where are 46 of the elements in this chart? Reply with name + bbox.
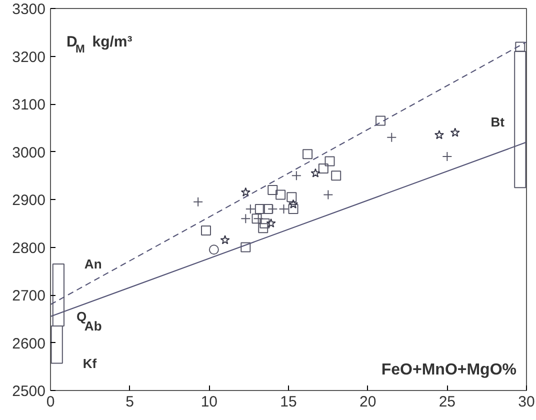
point xyxy=(450,128,460,137)
x-tick-label: 5 xyxy=(126,394,134,410)
x-tick-label: 30 xyxy=(518,394,535,410)
point xyxy=(262,204,273,214)
point xyxy=(302,149,313,160)
annotation: Ab xyxy=(84,318,102,334)
point xyxy=(286,192,297,202)
x-axis-title: FeO+MnO+MgO% xyxy=(381,362,516,378)
point xyxy=(288,199,298,208)
y-tick-label: 2700 xyxy=(12,288,46,304)
y-tick-label: 2600 xyxy=(12,335,46,352)
point xyxy=(376,116,386,126)
point xyxy=(220,235,230,244)
point xyxy=(268,184,278,195)
point xyxy=(200,226,211,236)
x-tick-label: 10 xyxy=(200,394,218,410)
point xyxy=(310,168,320,178)
point xyxy=(318,163,328,174)
point xyxy=(258,223,268,234)
annotation: Kf xyxy=(82,356,98,371)
y-tick-label: 2500 xyxy=(12,383,46,400)
y-tick-label: 3200 xyxy=(12,48,46,66)
point xyxy=(324,156,335,166)
x-tick-label: 0 xyxy=(46,394,55,410)
point xyxy=(254,204,265,214)
x-tick-label: 25 xyxy=(438,394,456,410)
point xyxy=(266,218,276,228)
point xyxy=(240,242,251,252)
x-tick-label: 20 xyxy=(359,394,376,410)
y-tick-label: 3000 xyxy=(12,144,46,162)
x-tick-label: 15 xyxy=(280,394,297,410)
y-tick-label: 2800 xyxy=(12,240,46,257)
point xyxy=(434,130,444,140)
y-tick-label: 3300 xyxy=(12,1,46,18)
annotation: Bt xyxy=(490,114,506,130)
annotation: Q xyxy=(76,308,87,324)
point xyxy=(276,190,286,200)
y-tick-label: 2900 xyxy=(12,192,46,209)
point xyxy=(208,244,219,255)
y-tick-label: 3100 xyxy=(12,96,46,114)
annotation: An xyxy=(84,256,102,272)
point xyxy=(331,170,342,181)
point xyxy=(260,218,270,228)
point xyxy=(240,187,250,196)
point xyxy=(288,204,298,214)
point xyxy=(515,42,526,52)
